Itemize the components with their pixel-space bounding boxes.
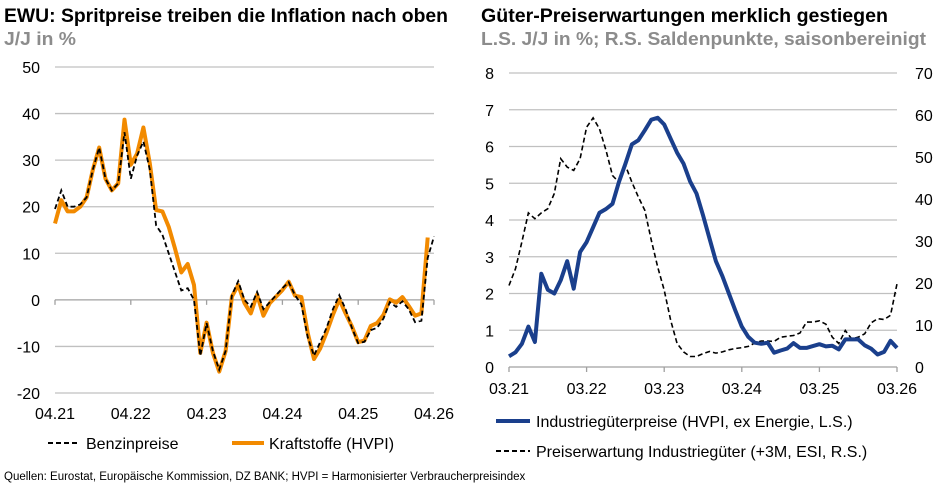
footer-sources: Quellen: Eurostat, Europäische Kommissio…: [4, 471, 525, 483]
y-tick-label: -20: [17, 386, 40, 403]
x-tick-label: 03.23: [644, 381, 684, 398]
y-right-tick-label: 60: [915, 108, 933, 125]
series-line-industriegueterpreise: [507, 115, 899, 359]
y-left-tick-label: 8: [485, 66, 494, 83]
x-tick-label: 04.26: [414, 406, 454, 423]
y-left-tick-label: 7: [485, 103, 494, 120]
y-left-tick-label: 4: [485, 213, 494, 230]
x-tick-label: 04.23: [187, 406, 227, 423]
legend-label-kraftstoffe: Kraftstoffe (HVPI): [269, 436, 394, 453]
y-tick-label: 20: [22, 200, 40, 217]
y-tick-label: -10: [17, 339, 40, 356]
right-chart-subtitle: L.S. J/J in %; R.S. Saldenpunkte, saison…: [481, 29, 926, 49]
y-left-tick-label: 6: [485, 140, 494, 157]
series-line-preiserwartung: [508, 116, 898, 358]
x-tick-label: 03.24: [722, 381, 762, 398]
y-left-tick-label: 0: [485, 360, 494, 377]
left-chart-title: EWU: Spritpreise treiben die Inflation n…: [4, 6, 448, 27]
left-chart: 50 40 30 20 10 0 -10 -20 04.21 04.22 04.23 04.24 04.…: [17, 60, 454, 423]
legend-label-benzin: Benzinpreise: [86, 436, 179, 453]
y-right-tick-label: 30: [915, 234, 933, 251]
y-left-tick-label: 5: [485, 176, 494, 193]
x-tick-label: 03.26: [877, 381, 917, 398]
y-right-tick-label: 70: [915, 66, 933, 83]
y-tick-label: 50: [22, 60, 40, 77]
x-tick-label: 03.25: [799, 381, 839, 398]
y-tick-label: 10: [22, 246, 40, 263]
right-chart-title: Güter-Preiserwartungen merklich gestiege…: [481, 6, 888, 27]
x-tick-label: 04.25: [338, 406, 378, 423]
series-line-benzinpreise: [54, 132, 435, 373]
x-tick-label: 03.22: [567, 381, 607, 398]
y-tick-label: 0: [31, 293, 40, 310]
y-right-tick-label: 50: [915, 150, 933, 167]
legend-label-preiserwartung: Preiserwartung Industriegüter (+3M, ESI,…: [536, 444, 867, 461]
series-line-kraftstoffe: [53, 117, 430, 374]
y-right-tick-label: 40: [915, 192, 933, 209]
y-left-tick-label: 1: [485, 323, 494, 340]
y-right-tick-label: 20: [915, 276, 933, 293]
y-left-tick-label: 3: [485, 250, 494, 267]
y-right-tick-label: 0: [915, 360, 924, 377]
x-tick-label: 04.24: [262, 406, 302, 423]
y-tick-label: 30: [22, 153, 40, 170]
x-tick-label: 04.22: [111, 406, 151, 423]
y-right-tick-label: 10: [915, 318, 933, 335]
x-tick-label: 03.21: [489, 381, 529, 398]
left-chart-subtitle: J/J in %: [4, 29, 76, 49]
y-left-tick-label: 2: [485, 287, 494, 304]
y-tick-label: 40: [22, 107, 40, 124]
legend-label-industriegueter: Industriegüterpreise (HVPI, ex Energie, …: [536, 414, 853, 431]
x-tick-label: 04.21: [35, 406, 75, 423]
